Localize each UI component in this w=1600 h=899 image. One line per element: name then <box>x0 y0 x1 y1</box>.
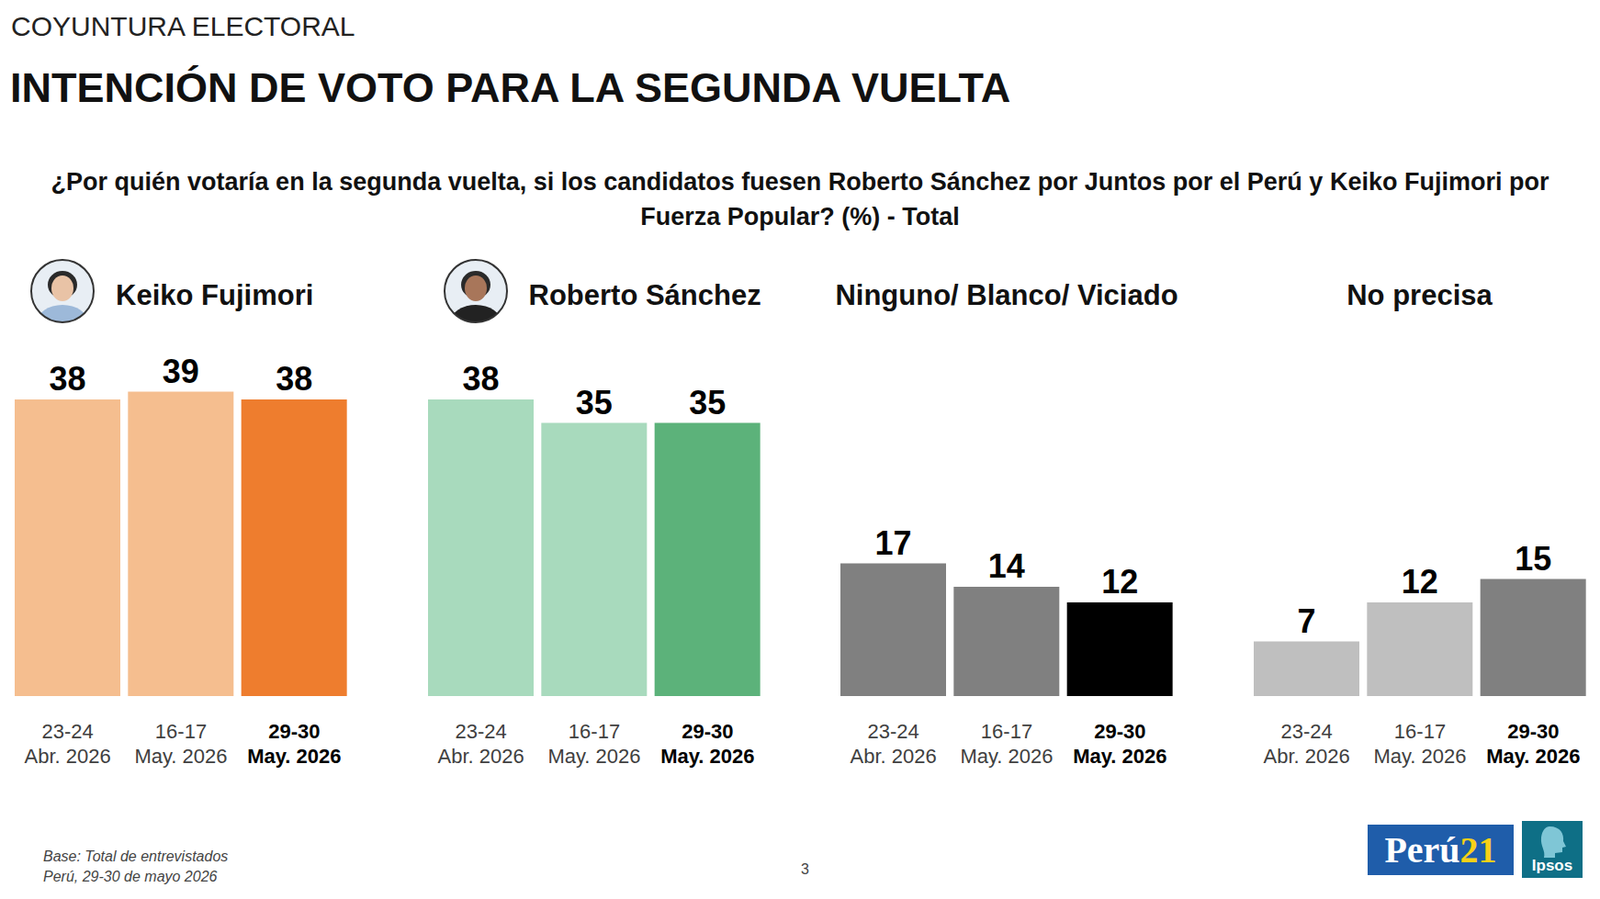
svg-text:15: 15 <box>1514 540 1552 578</box>
svg-text:23-24Abr. 2026: 23-24Abr. 2026 <box>24 720 112 768</box>
svg-text:17: 17 <box>874 524 912 563</box>
svg-text:16-17May. 2026: 16-17May. 2026 <box>1373 720 1466 768</box>
html-text:Perú 21: Perú 21 <box>1384 829 1497 871</box>
html-text:No precisa: No precisa <box>1346 279 1493 312</box>
svg-text:38: 38 <box>275 360 313 398</box>
html-text:Ninguno/ Blanco/ Viciado: Ninguno/ Blanco/ Viciado <box>835 279 1179 312</box>
svg-text:14: 14 <box>988 547 1026 586</box>
html-text:Base: Total de entrevistados: Base: Total de entrevistados <box>43 848 229 865</box>
svg-text:16-17May. 2026: 16-17May. 2026 <box>134 720 227 768</box>
svg-text:12: 12 <box>1101 563 1139 601</box>
svg-text:35: 35 <box>574 383 612 422</box>
svg-text:23-24Abr. 2026: 23-24Abr. 2026 <box>1262 720 1350 768</box>
svg-text:7: 7 <box>1296 602 1316 641</box>
html-text:Perú, 29-30 de mayo 2026: Perú, 29-30 de mayo 2026 <box>43 868 218 885</box>
html-text:Roberto Sánchez: Roberto Sánchez <box>528 279 762 312</box>
html-text:COYUNTURA ELECTORAL: COYUNTURA ELECTORAL <box>11 11 355 42</box>
svg-text:38: 38 <box>461 360 499 398</box>
svg-text:23-24Abr. 2026: 23-24Abr. 2026 <box>850 720 937 768</box>
svg-text:38: 38 <box>48 360 86 398</box>
svg-text:39: 39 <box>162 352 200 391</box>
html-text:3: 3 <box>800 861 810 878</box>
svg-text:29-30May. 2026: 29-30May. 2026 <box>247 720 341 768</box>
svg-text:35: 35 <box>688 383 726 422</box>
svg-text:16-17May. 2026: 16-17May. 2026 <box>959 720 1053 768</box>
html-text:¿Por quién votaría en la segun: ¿Por quién votaría en la segunda vuelta,… <box>51 168 1549 231</box>
svg-text:29-30May. 2026: 29-30May. 2026 <box>660 720 755 768</box>
svg-text:23-24Abr. 2026: 23-24Abr. 2026 <box>437 720 524 768</box>
svg-text:16-17May. 2026: 16-17May. 2026 <box>547 720 641 768</box>
svg-text:12: 12 <box>1400 563 1438 601</box>
html-text:Ipsos: Ipsos <box>1531 856 1573 875</box>
html-text:INTENCIÓN DE VOTO PARA LA SEGU: INTENCIÓN DE VOTO PARA LA SEGUNDA VUELTA <box>10 64 1011 112</box>
svg-text:29-30May. 2026: 29-30May. 2026 <box>1072 720 1167 768</box>
svg-text:29-30May. 2026: 29-30May. 2026 <box>1486 720 1580 768</box>
html-text:Keiko Fujimori: Keiko Fujimori <box>115 279 314 312</box>
